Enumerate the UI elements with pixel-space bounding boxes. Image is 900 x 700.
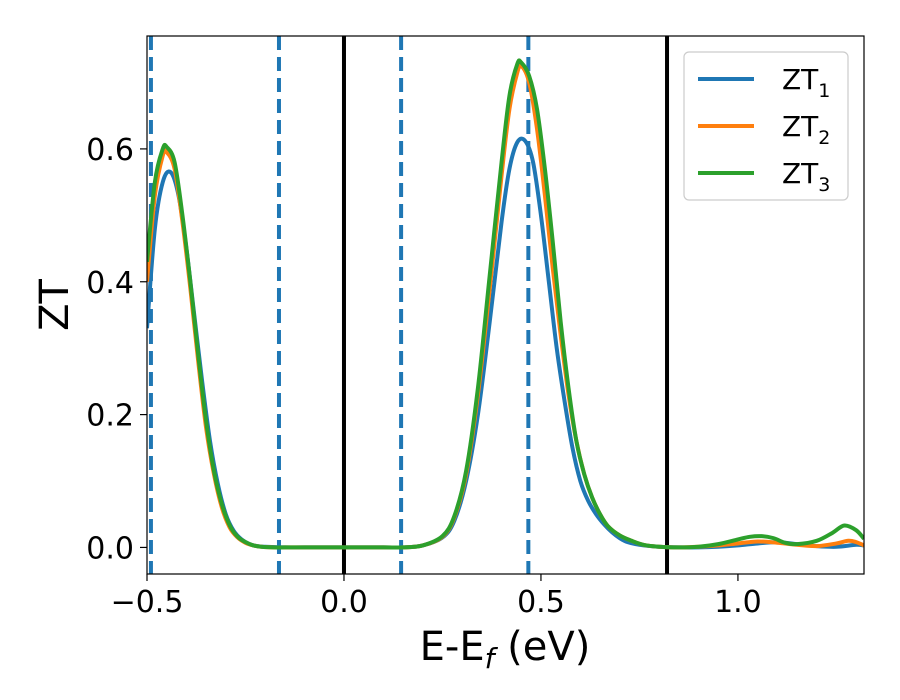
legend-label-sub: 3	[818, 174, 830, 196]
legend-label-zt2: ZT2	[782, 110, 830, 149]
legend-label-main: ZT	[782, 63, 819, 96]
x-tick-label: −0.5	[111, 585, 184, 620]
x-tick-label: 0.0	[320, 585, 368, 620]
y-tick-label: 0.6	[86, 133, 134, 168]
x-axis-label-unit: (eV)	[494, 624, 590, 670]
legend-box	[683, 51, 849, 201]
legend-label-main: ZT	[782, 110, 819, 143]
x-axis-label: E-Ef (eV)	[420, 624, 591, 675]
y-tick-label: 0.4	[86, 266, 134, 301]
y-axis-ticks: 0.0 0.2 0.4 0.6	[86, 133, 147, 566]
plot-frame	[146, 35, 865, 575]
legend-label-sub: 1	[818, 80, 830, 102]
reference-lines	[148, 36, 670, 574]
y-axis-label: ZT	[32, 279, 78, 331]
y-tick-label: 0.0	[86, 531, 134, 566]
legend-label-zt3: ZT3	[782, 157, 830, 196]
x-tick-label: 0.5	[517, 585, 565, 620]
legend-label-zt1: ZT1	[782, 63, 830, 102]
series-lines	[147, 58, 864, 550]
legend-label-main: ZT	[782, 157, 819, 190]
series-line-zt3	[147, 58, 864, 550]
y-tick-label: 0.2	[86, 399, 134, 434]
x-axis-ticks: −0.5 0.0 0.5 1.0	[111, 574, 762, 620]
x-tick-label: 1.0	[714, 585, 762, 620]
legend-label-sub: 2	[818, 127, 830, 149]
x-axis-label-main: E-E	[420, 624, 485, 670]
